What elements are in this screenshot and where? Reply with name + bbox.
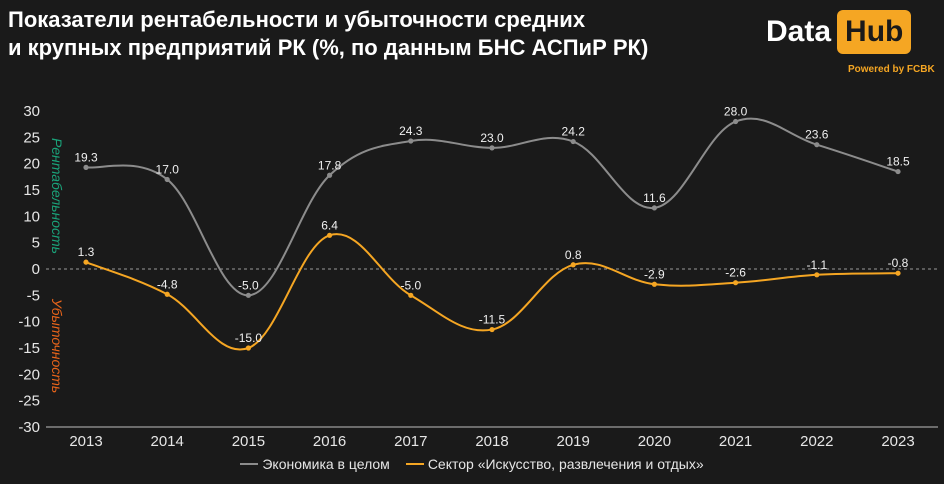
data-point-economy (895, 168, 901, 175)
data-label-sector: -11.5 (479, 313, 506, 327)
data-point-sector (489, 326, 495, 333)
y-tick-label: 0 (32, 261, 40, 278)
data-label-economy: 18.5 (886, 155, 910, 169)
data-label-sector: -2.6 (725, 266, 746, 280)
y-tick-label: -25 (18, 393, 40, 410)
data-point-economy (164, 176, 170, 183)
data-point-sector (327, 232, 333, 238)
y-tick-label: 10 (23, 208, 40, 225)
x-tick-label: 2013 (69, 433, 102, 450)
data-label-sector: 1.3 (78, 245, 95, 259)
data-point-sector (408, 292, 414, 298)
datahub-logo: Data Hub (766, 10, 912, 54)
y-tick-label: -20 (18, 366, 40, 383)
x-tick-label: 2019 (557, 433, 590, 450)
y-tick-label: 25 (23, 129, 40, 146)
data-point-economy (733, 118, 739, 125)
y-tick-label: 20 (23, 156, 40, 173)
profitability-axis-label: Рентабельность (49, 138, 65, 254)
data-point-sector (733, 280, 739, 286)
data-point-sector (651, 281, 658, 287)
y-tick-label: 15 (23, 182, 40, 199)
legend-swatch-economy (240, 463, 259, 465)
loss-axis-label: Убыточность (49, 298, 65, 394)
data-point-economy (327, 172, 333, 178)
data-label-sector: 6.4 (321, 218, 338, 232)
logo-data-text: Data (766, 15, 832, 48)
legend-label-sector: Сектор «Искусство, развлечения и отдых» (427, 456, 704, 472)
chart-legend: Экономика в целом Сектор «Искусство, раз… (0, 456, 944, 472)
data-point-sector (245, 345, 251, 351)
legend-item-economy: Экономика в целом (240, 456, 390, 472)
data-point-sector (814, 272, 820, 278)
legend-label-economy: Экономика в целом (262, 456, 390, 472)
data-point-economy (489, 145, 495, 151)
data-label-economy: 23.6 (805, 128, 829, 142)
y-tick-label: -5 (27, 287, 40, 304)
data-label-economy: 28.0 (724, 105, 748, 119)
data-point-economy (570, 138, 576, 145)
y-tick-label: -10 (18, 314, 40, 331)
powered-by-text: Powered by FCBK (848, 64, 935, 75)
data-label-sector: -1.1 (806, 258, 827, 272)
x-tick-label: 2018 (475, 433, 508, 450)
y-tick-label: 5 (32, 235, 40, 252)
data-label-sector: 0.8 (565, 248, 582, 262)
x-tick-label: 2014 (151, 433, 184, 450)
data-label-sector: -15.0 (235, 331, 263, 345)
legend-item-sector: Сектор «Искусство, развлечения и отдых» (405, 456, 704, 472)
data-label-economy: 24.3 (399, 124, 423, 138)
data-point-economy (245, 292, 251, 298)
data-point-sector (164, 291, 170, 297)
x-tick-label: 2016 (313, 433, 346, 450)
data-label-economy: 17.0 (156, 162, 180, 176)
x-tick-label: 2020 (638, 433, 671, 450)
data-point-sector (83, 259, 89, 265)
logo-hub-text: Hub (837, 10, 912, 54)
x-tick-label: 2023 (881, 433, 914, 450)
data-label-economy: 11.6 (643, 191, 666, 205)
x-tick-label: 2017 (394, 433, 427, 450)
data-label-economy: 17.8 (318, 158, 342, 172)
y-tick-label: -30 (18, 419, 40, 436)
data-label-sector: -2.9 (644, 267, 665, 281)
data-label-sector: -4.8 (157, 277, 178, 291)
data-label-economy: 23.0 (480, 131, 504, 145)
data-point-economy (83, 164, 89, 170)
y-tick-label: -15 (18, 340, 40, 357)
data-label-sector: -5.0 (400, 278, 421, 292)
data-label-economy: 24.2 (562, 125, 586, 139)
data-label-sector: -0.8 (888, 256, 909, 270)
data-label-economy: -5.0 (238, 278, 259, 292)
data-point-economy (651, 205, 658, 211)
legend-swatch-sector (405, 463, 424, 465)
series-line-sector (85, 233, 899, 351)
x-tick-label: 2022 (800, 433, 833, 450)
chart-title: Показатели рентабельности и убыточности … (8, 7, 649, 60)
data-point-economy (814, 142, 820, 148)
data-point-sector (895, 270, 901, 276)
y-tick-label: 30 (23, 103, 40, 120)
data-point-economy (408, 138, 414, 144)
x-tick-label: 2021 (719, 433, 752, 450)
data-label-economy: 19.3 (74, 150, 98, 164)
x-tick-label: 2015 (232, 433, 265, 450)
data-point-sector (570, 262, 576, 268)
